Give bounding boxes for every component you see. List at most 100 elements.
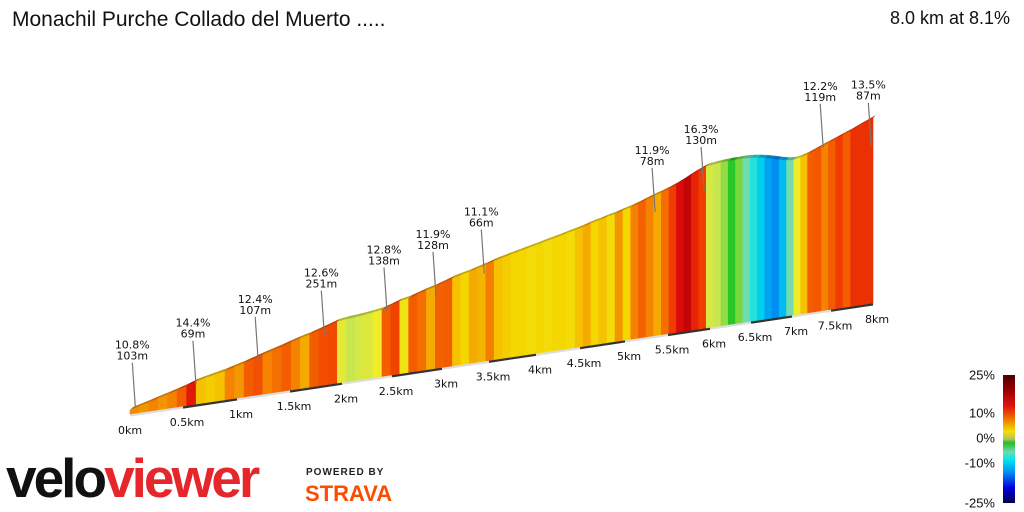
annotation-length: 87m [856, 90, 881, 103]
profile-top-edge [399, 295, 412, 302]
profile-top-edge [807, 147, 818, 155]
annotation-leader-line [819, 103, 824, 148]
annotation-leader-line [867, 102, 872, 147]
gradient-segment [300, 334, 310, 389]
profile-top-edge [850, 123, 862, 131]
gradient-segment [272, 345, 283, 394]
gradient-segment [281, 341, 292, 392]
profile-top-edge [559, 230, 571, 237]
gradient-segment [683, 174, 692, 332]
distance-scale-segment [289, 381, 343, 393]
profile-top-edge [502, 251, 514, 258]
profile-top-edge [575, 223, 586, 231]
annotation-leader-line [383, 267, 388, 312]
distance-scale-segment [341, 374, 393, 385]
gradient-segment [742, 157, 751, 323]
profile-top-edge [750, 154, 761, 158]
annotation-gradient: 11.1% [464, 206, 499, 219]
gradient-segment [426, 286, 436, 371]
x-tick-label: 4km [528, 363, 552, 376]
profile-top-edge [698, 163, 710, 171]
x-tick-label: 8km [865, 313, 889, 326]
gradient-segment [510, 250, 520, 358]
profile-top-edge [281, 339, 295, 347]
distance-scale-segment [709, 320, 752, 330]
distance-scale-segment [441, 359, 490, 370]
gradient-segment [727, 159, 736, 325]
annotation-gradient: 11.9% [635, 144, 670, 157]
profile-top-edge [567, 227, 579, 234]
legend-label: 10% [968, 405, 995, 421]
x-tick-label: 3.5km [476, 370, 511, 383]
gradient-segment [535, 241, 545, 354]
profile-top-edge [262, 347, 276, 355]
profile-top-edge [591, 217, 602, 224]
annotation-leader-line [131, 362, 136, 407]
profile-top-edge [843, 127, 854, 135]
distance-scale-segment [750, 314, 793, 324]
profile-top-edge [713, 159, 724, 165]
gradient-segment [408, 293, 418, 373]
profile-top-edge [814, 143, 825, 151]
x-tick-label: 2km [334, 392, 358, 405]
profile-top-edge [800, 151, 811, 158]
gradient-segment [668, 183, 677, 334]
gradient-segment [318, 325, 329, 387]
gradient-segment [749, 157, 758, 322]
annotation-gradient: 12.8% [367, 243, 402, 256]
gradient-segment [390, 300, 401, 376]
annotation-length: 130m [685, 134, 717, 147]
gradient-segment [372, 309, 383, 379]
gradient-segment [574, 226, 584, 348]
profile-top-edge [828, 135, 839, 143]
legend-color-bar [1003, 375, 1015, 503]
gradient-segment [443, 277, 453, 368]
x-tick-label: 5.5km [655, 344, 690, 357]
strava-logo: STRAVA [305, 481, 393, 506]
gradient-segment [582, 222, 592, 347]
profile-top-edge [148, 395, 162, 403]
gradient-segment [543, 238, 552, 353]
profile-top-edge [337, 316, 350, 322]
annotation-length: 251m [305, 278, 337, 291]
gradient-segment [417, 289, 427, 372]
profile-top-edge [835, 131, 847, 139]
gradient-segment [590, 219, 600, 346]
gradient-segment [566, 229, 576, 350]
profile-top-edge [623, 204, 634, 211]
annotation-length: 103m [116, 350, 148, 363]
gradient-segment [355, 314, 365, 381]
gradient-segment [622, 206, 632, 341]
profile-top-edge [139, 399, 152, 407]
profile-top-edge [527, 242, 539, 249]
legend-label: 25% [968, 367, 995, 383]
annotation-leader-line [480, 229, 485, 274]
profile-top-edge [668, 181, 680, 189]
profile-top-edge [599, 213, 610, 221]
profile-top-edge [373, 306, 385, 313]
profile-top-edge [253, 351, 266, 359]
x-tick-label: 1km [229, 408, 253, 421]
profile-top-edge [244, 355, 257, 363]
segment-title: Monachil Purche Collado del Muerto ..... [12, 8, 386, 31]
profile-top-edge [771, 155, 783, 160]
gradient-segment [518, 247, 528, 357]
gradient-segment [638, 199, 647, 339]
gradient-segment [527, 244, 537, 355]
profile-top-edge [234, 359, 248, 367]
annotation-leader-line [254, 316, 259, 361]
gradient-segment [493, 257, 503, 360]
profile-top-edge [676, 176, 687, 185]
profile-top-edge [757, 154, 768, 158]
annotation-length: 138m [368, 254, 400, 267]
distance-scale-segment [667, 326, 711, 337]
profile-top-edge [691, 167, 702, 175]
x-tick-label: 5km [617, 350, 641, 363]
x-tick-label: 0km [118, 424, 142, 437]
gradient-segment [793, 156, 801, 316]
gradient-segment [485, 260, 495, 362]
distance-scale-segment [624, 333, 669, 343]
gradient-segment [835, 134, 844, 309]
profile-top-edge [543, 236, 555, 243]
gradient-segment [468, 267, 478, 364]
